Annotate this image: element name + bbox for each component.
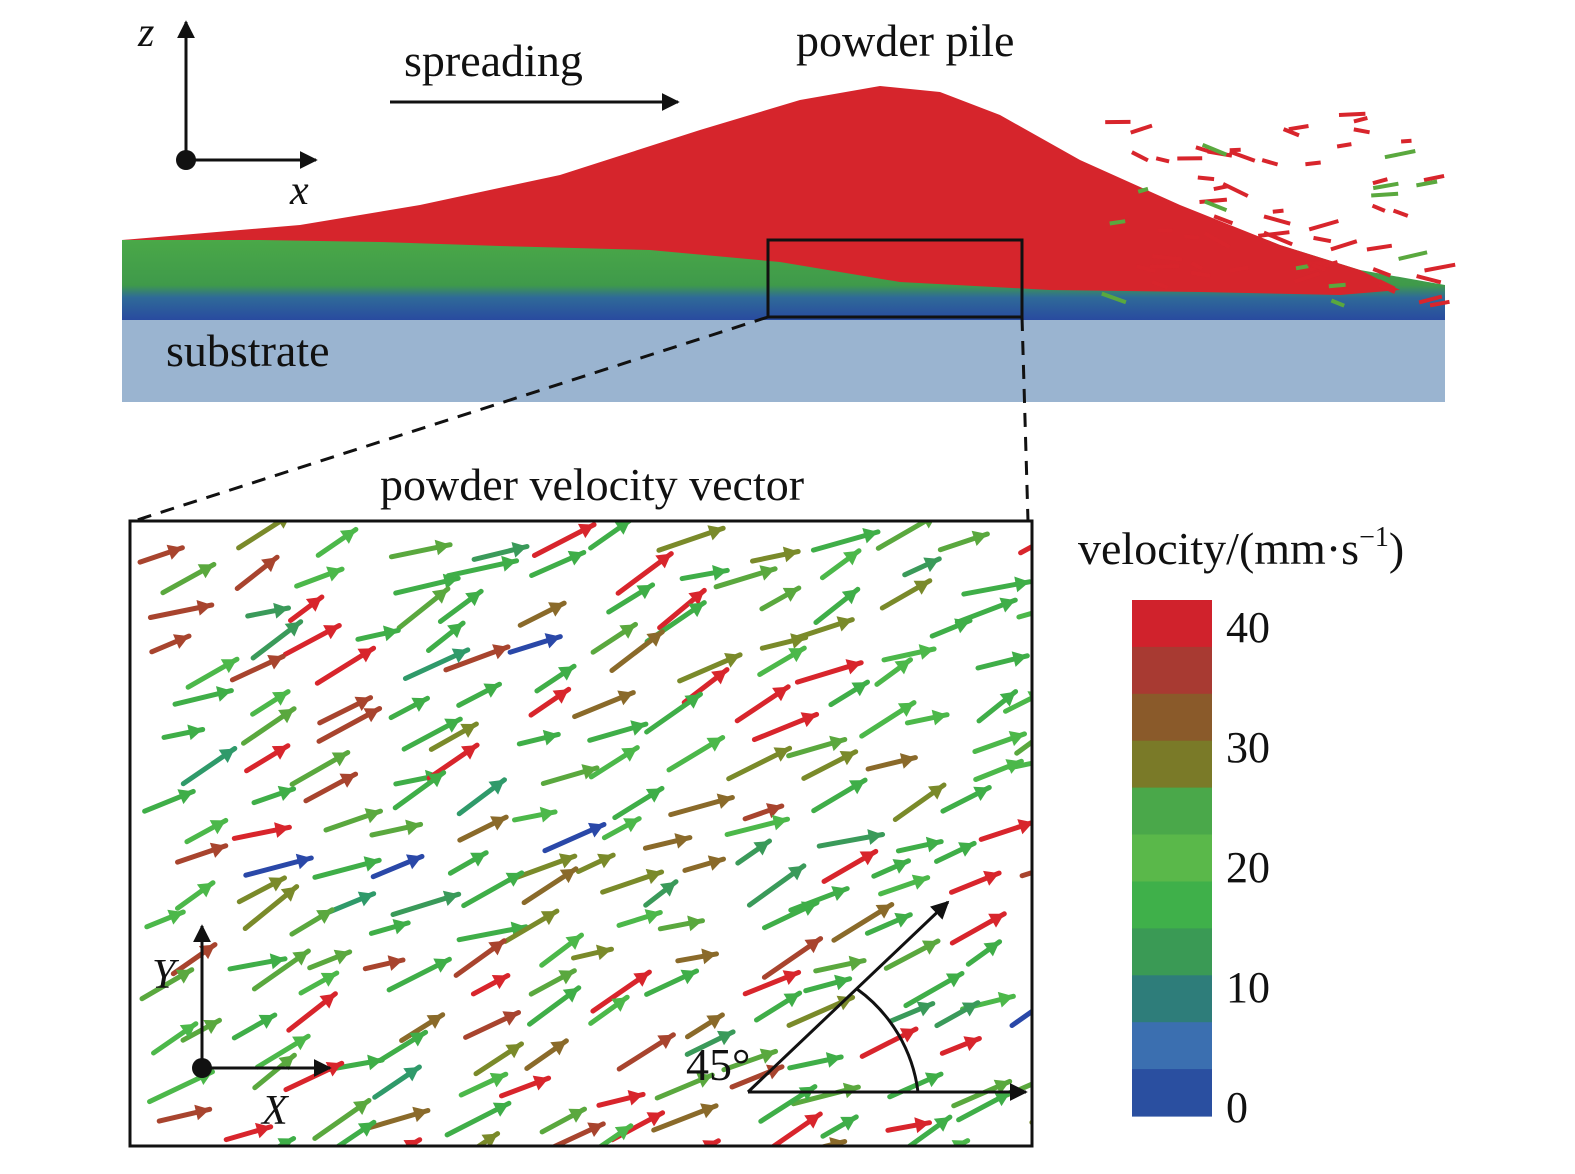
colorbar-segment bbox=[1132, 647, 1212, 695]
ejected-particle bbox=[1425, 265, 1456, 271]
ejected-particle bbox=[1385, 151, 1415, 157]
top-axes: z x bbox=[137, 10, 316, 214]
ejected-particle bbox=[1394, 211, 1408, 216]
velocity-vector bbox=[1039, 834, 1080, 850]
ejected-particle bbox=[1309, 221, 1338, 229]
velocity-vector bbox=[1043, 979, 1074, 1004]
ejected-particle bbox=[1131, 126, 1152, 133]
colorbar-segment bbox=[1132, 975, 1212, 1023]
colorbar-segment bbox=[1132, 694, 1212, 742]
ejected-particle bbox=[1289, 126, 1309, 129]
velocity-vector bbox=[1047, 781, 1084, 811]
ejected-particle bbox=[1184, 237, 1199, 238]
velocity-vector bbox=[1039, 674, 1082, 690]
ejected-particle bbox=[1331, 241, 1357, 249]
spreading-indicator: spreading bbox=[390, 35, 678, 102]
ejected-particle bbox=[1307, 263, 1330, 264]
ejected-particle bbox=[1337, 144, 1351, 146]
inset-x-axis-label: X bbox=[260, 1088, 290, 1134]
origin-dot bbox=[176, 150, 196, 170]
colorbar-tick-30: 30 bbox=[1226, 723, 1270, 772]
ejected-particle bbox=[1138, 189, 1148, 192]
velocity-vector bbox=[1025, 1129, 1081, 1155]
spreading-label: spreading bbox=[404, 35, 583, 86]
velocity-vector bbox=[1045, 869, 1097, 893]
ejected-particle bbox=[1200, 200, 1227, 202]
ejected-particle bbox=[1416, 182, 1437, 186]
ejected-particle bbox=[1399, 252, 1428, 259]
ejected-particle bbox=[1329, 285, 1346, 286]
inset-origin-dot bbox=[192, 1058, 212, 1078]
powder-pile-label: powder pile bbox=[796, 15, 1014, 66]
ejected-particle bbox=[1223, 184, 1248, 196]
ejected-particle bbox=[1230, 152, 1255, 161]
colorbar-segment bbox=[1132, 882, 1212, 930]
x-axis-label: x bbox=[289, 168, 309, 214]
velocity-vector bbox=[1047, 923, 1095, 939]
colorbar-title: velocity/(mm·s−1) bbox=[1078, 522, 1404, 574]
colorbar: velocity/(mm·s−1) 40 30 20 10 0 bbox=[1078, 522, 1404, 1132]
ejected-particle bbox=[1373, 179, 1388, 183]
ejected-particle bbox=[1273, 211, 1284, 212]
ejected-particle bbox=[1371, 194, 1398, 196]
colorbar-segment bbox=[1132, 1069, 1212, 1117]
colorbar-segment bbox=[1132, 928, 1212, 976]
velocity-vector bbox=[1046, 1022, 1100, 1065]
z-axis-label: z bbox=[137, 10, 154, 56]
ejected-particle bbox=[1373, 184, 1398, 188]
colorbar-segment bbox=[1132, 741, 1212, 789]
velocity-vector bbox=[1032, 1103, 1079, 1123]
inset-title: powder velocity vector bbox=[380, 459, 804, 510]
colorbar-scale bbox=[1132, 600, 1212, 1117]
ejected-particle bbox=[1110, 221, 1126, 223]
powder-bed-scene: substrate bbox=[122, 86, 1455, 521]
velocity-inset: Y X 45° bbox=[130, 514, 1100, 1169]
ejected-particle bbox=[1262, 160, 1277, 164]
colorbar-tick-40: 40 bbox=[1226, 603, 1270, 652]
ejected-particle bbox=[1198, 178, 1214, 180]
ejected-particle bbox=[1264, 216, 1290, 223]
velocity-vector bbox=[1037, 965, 1074, 980]
velocity-vector bbox=[166, 1146, 231, 1168]
colorbar-tick-0: 0 bbox=[1226, 1083, 1248, 1132]
ejected-particle bbox=[1156, 158, 1169, 161]
ejected-particle bbox=[1339, 114, 1365, 115]
ejected-particle bbox=[1373, 206, 1385, 211]
colorbar-tick-10: 10 bbox=[1226, 963, 1270, 1012]
ejected-particle bbox=[1354, 129, 1370, 132]
ejected-particle bbox=[1424, 176, 1444, 180]
angle-label: 45° bbox=[686, 1039, 750, 1090]
ejected-particle bbox=[1305, 163, 1320, 165]
ejected-particle bbox=[1132, 152, 1148, 160]
ejected-particle bbox=[1314, 238, 1331, 241]
ejected-particle bbox=[1354, 118, 1368, 122]
ejected-particle bbox=[1401, 141, 1411, 142]
ejected-particle bbox=[1367, 246, 1392, 250]
colorbar-segment bbox=[1132, 1022, 1212, 1069]
ejected-particle bbox=[1150, 266, 1179, 267]
colorbar-segment bbox=[1132, 788, 1212, 836]
substrate-label: substrate bbox=[166, 325, 330, 376]
colorbar-tick-20: 20 bbox=[1226, 843, 1270, 892]
ejected-particle bbox=[1205, 202, 1227, 211]
velocity-vector bbox=[1050, 626, 1094, 654]
colorbar-segment bbox=[1132, 600, 1212, 648]
colorbar-segment bbox=[1132, 835, 1212, 883]
ejected-particle bbox=[1296, 266, 1308, 268]
